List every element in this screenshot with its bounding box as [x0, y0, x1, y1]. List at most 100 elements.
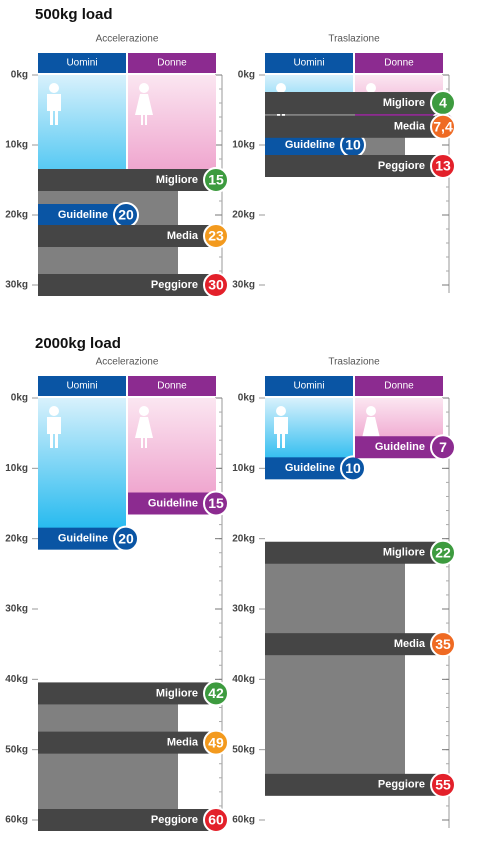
column-header [265, 376, 353, 396]
measure-bar [38, 682, 216, 705]
y-tick-label: 60kg [5, 815, 28, 826]
guideline-label: Guideline [375, 441, 425, 453]
guideline-value: 7 [439, 439, 447, 455]
guideline-badge [203, 490, 229, 517]
measure-badge [203, 167, 229, 193]
guideline-badge [430, 434, 456, 461]
measure-value: 55 [435, 777, 451, 793]
section-title: 2000kg load [35, 335, 121, 352]
measure-label: Peggiore [151, 814, 198, 826]
y-tick-label: 20kg [5, 210, 28, 221]
column-header [38, 53, 126, 73]
person-body [362, 417, 380, 448]
measure-value: 49 [208, 734, 224, 750]
y-tick-label: 20kg [5, 533, 28, 544]
y-tick-label: 30kg [5, 604, 28, 615]
chart-subtitle: Traslazione [328, 357, 380, 368]
person-body [274, 417, 288, 448]
y-tick-label: 50kg [232, 744, 255, 755]
y-tick-label: 30kg [5, 280, 28, 291]
y-tick-label: 0kg [11, 393, 28, 404]
measure-value: 4 [439, 95, 447, 111]
guideline-badge [340, 455, 366, 482]
measure-bar [38, 274, 216, 296]
measure-bar [265, 155, 443, 177]
measure-value: 35 [435, 636, 451, 652]
chart-subtitle: Accelerazione [96, 357, 159, 368]
chart-subtitle: Traslazione [328, 34, 380, 45]
person-head [139, 83, 149, 93]
column-header-label: Uomini [66, 381, 97, 392]
guideline-bar [355, 436, 443, 459]
y-tick-label: 40kg [232, 674, 255, 685]
y-tick-label: 30kg [232, 604, 255, 615]
section-title: 500kg load [35, 6, 113, 23]
range-region [38, 693, 178, 820]
measure-value: 60 [208, 812, 224, 828]
guideline-label: Guideline [58, 533, 108, 545]
measure-bar [265, 115, 443, 138]
measure-badge [203, 729, 229, 756]
column-header-label: Donne [384, 381, 414, 392]
measure-bar [265, 633, 443, 656]
measure-bar [38, 169, 216, 191]
measure-label: Media [394, 121, 426, 133]
y-tick-label: 10kg [5, 140, 28, 151]
guideline-bar [38, 527, 126, 550]
measure-label: Media [167, 230, 199, 242]
range-region [265, 552, 405, 785]
guideline-label: Guideline [58, 209, 108, 221]
measure-label: Media [394, 638, 426, 650]
y-tick-label: 10kg [5, 463, 28, 474]
guideline-label: Guideline [148, 497, 198, 509]
measure-value: 15 [208, 172, 224, 188]
person-head [366, 406, 376, 416]
measure-value: 30 [208, 277, 224, 293]
person-body [47, 417, 61, 448]
guideline-value: 10 [345, 460, 361, 476]
measure-badge [430, 539, 456, 566]
y-tick-label: 10kg [232, 463, 255, 474]
person-body [135, 417, 153, 448]
measure-badge [430, 631, 456, 658]
column-header-label: Donne [157, 58, 187, 69]
measure-value: 13 [435, 158, 451, 174]
y-tick-label: 0kg [11, 70, 28, 81]
measure-badge [203, 272, 229, 298]
guideline-bar [38, 204, 126, 226]
column-header-label: Uomini [293, 58, 324, 69]
column-header-label: Uomini [293, 381, 324, 392]
measure-badge [430, 113, 456, 140]
person-head [276, 406, 286, 416]
guideline-badge [113, 525, 139, 552]
chart-subtitle: Accelerazione [96, 34, 159, 45]
measure-badge [430, 771, 456, 798]
person-head [139, 406, 149, 416]
column-header [355, 53, 443, 73]
measure-label: Migliore [156, 687, 198, 699]
measure-bar [265, 541, 443, 564]
measure-bar [265, 92, 443, 114]
column-header-label: Uomini [66, 58, 97, 69]
y-tick-label: 0kg [238, 393, 255, 404]
y-tick-label: 20kg [232, 533, 255, 544]
measure-value: 7,4 [433, 119, 453, 135]
measure-bar [38, 225, 216, 247]
person-head [366, 83, 376, 93]
column-header [38, 376, 126, 396]
guideline-bar [265, 134, 353, 156]
column-header [128, 53, 216, 73]
y-tick-label: 50kg [5, 744, 28, 755]
y-tick-label: 10kg [232, 140, 255, 151]
measure-label: Migliore [383, 97, 425, 109]
person-head [49, 406, 59, 416]
measure-value: 42 [208, 685, 224, 701]
column-header [265, 53, 353, 73]
guideline-value: 20 [118, 530, 134, 546]
measure-badge [203, 680, 229, 707]
column-header [128, 376, 216, 396]
measure-bar [265, 773, 443, 796]
measure-label: Media [167, 737, 199, 749]
person-head [276, 83, 286, 93]
